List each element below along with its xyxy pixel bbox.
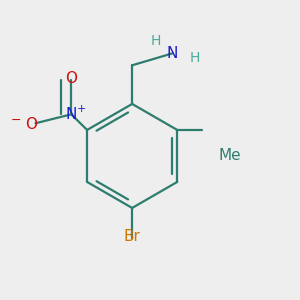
- Text: Br: Br: [124, 229, 141, 244]
- Text: H: H: [151, 34, 161, 48]
- Text: H: H: [190, 51, 200, 65]
- Text: O: O: [65, 71, 77, 86]
- Text: Me: Me: [218, 148, 241, 164]
- Text: N: N: [167, 46, 178, 61]
- Text: O: O: [25, 117, 37, 132]
- Text: +: +: [77, 104, 86, 114]
- Text: −: −: [11, 114, 22, 128]
- Text: N: N: [65, 107, 77, 122]
